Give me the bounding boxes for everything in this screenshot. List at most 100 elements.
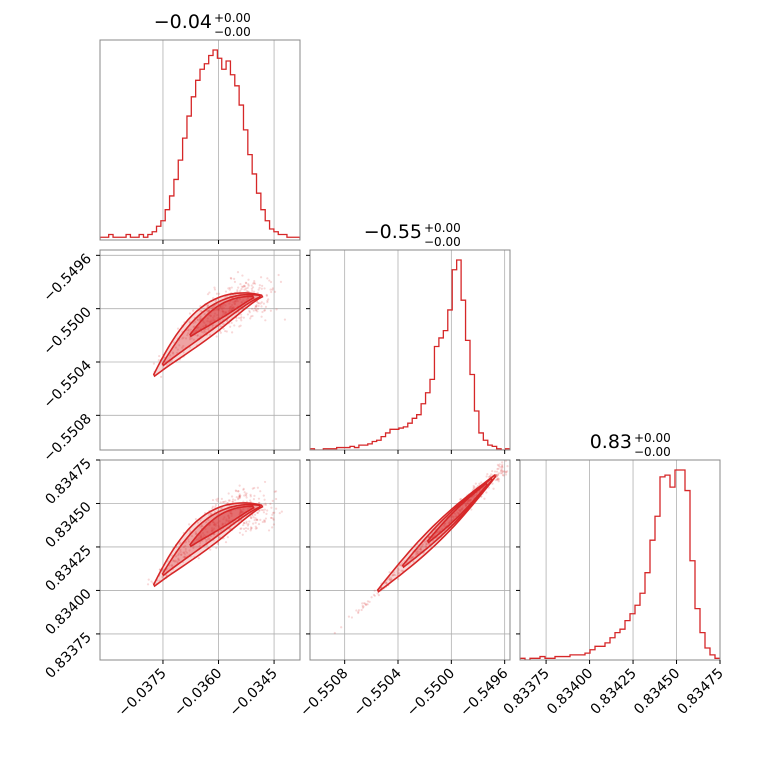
scatter-point xyxy=(270,506,273,509)
scatter-point xyxy=(202,329,206,332)
scatter-point xyxy=(260,301,263,304)
panel-background xyxy=(100,250,300,450)
scatter-point xyxy=(464,504,467,507)
scatter-point xyxy=(216,317,219,320)
scatter-point xyxy=(248,311,251,314)
scatter-point xyxy=(203,313,206,316)
scatter-point xyxy=(254,521,257,524)
scatter-point xyxy=(262,0,264,1)
scatter-point xyxy=(194,321,197,324)
x-tick-label: −0.5500 xyxy=(404,666,458,720)
scatter-point xyxy=(235,495,238,499)
scatter-point xyxy=(469,499,472,502)
scatter-point xyxy=(261,520,264,524)
scatter-point xyxy=(188,338,192,341)
histogram-0 xyxy=(100,49,300,240)
scatter-point xyxy=(240,0,242,1)
scatter-point xyxy=(244,493,247,496)
scatter-point xyxy=(235,300,238,303)
scatter-point xyxy=(412,556,415,559)
scatter-point xyxy=(190,534,194,538)
panel-frame xyxy=(519,459,721,661)
scatter-point xyxy=(211,507,214,510)
scatter-point xyxy=(234,489,237,492)
scatter-point xyxy=(253,307,256,310)
scatter-point xyxy=(257,501,261,505)
scatter-point xyxy=(468,499,471,502)
scatter-point xyxy=(231,304,234,307)
scatter-point xyxy=(436,530,439,534)
scatter-point xyxy=(272,0,274,1)
scatter-point xyxy=(177,553,180,557)
scatter-point xyxy=(206,317,209,320)
scatter-point xyxy=(240,300,243,304)
scatter-point xyxy=(237,495,241,498)
scatter-point xyxy=(244,527,248,530)
scatter-point xyxy=(240,313,243,316)
scatter-point xyxy=(186,334,189,337)
scatter-point xyxy=(196,521,200,524)
scatter-point xyxy=(496,463,499,467)
scatter-point xyxy=(270,516,273,520)
scatter-point xyxy=(235,317,238,320)
y-tick-label: 0.83375 xyxy=(43,629,95,681)
title-lower-error: −0.00 xyxy=(634,445,671,459)
scatter-point xyxy=(176,560,179,563)
scatter-point xyxy=(201,531,205,535)
scatter-point xyxy=(250,527,253,531)
scatter-point xyxy=(229,308,232,311)
scatter-point xyxy=(199,519,202,522)
scatter-point xyxy=(261,0,263,1)
scatter-point xyxy=(457,511,460,515)
scatter-point xyxy=(172,559,175,562)
scatter-point xyxy=(178,559,181,562)
scatter-point xyxy=(227,514,230,517)
scatter-point xyxy=(227,514,230,518)
scatter-point xyxy=(253,282,257,285)
scatter-point xyxy=(273,0,275,1)
scatter-point xyxy=(237,286,240,289)
scatter-point xyxy=(283,318,287,321)
scatter-point xyxy=(241,274,244,277)
scatter-point xyxy=(252,309,255,312)
scatter-point xyxy=(500,467,503,470)
scatter-point xyxy=(361,602,364,605)
scatter-point xyxy=(457,508,461,512)
scatter-point xyxy=(171,565,174,568)
scatter-point xyxy=(214,506,217,509)
scatter-point xyxy=(206,538,210,541)
title-lower-error: −0.00 xyxy=(424,235,461,249)
scatter-point xyxy=(225,311,228,314)
scatter-point xyxy=(249,526,253,529)
scatter-point xyxy=(501,461,504,464)
scatter-point xyxy=(253,513,257,516)
scatter-point xyxy=(245,522,248,525)
scatter-point xyxy=(184,550,187,553)
scatter-point xyxy=(400,569,403,572)
panel-1-0 xyxy=(100,250,300,450)
scatter-point xyxy=(250,284,253,287)
scatter-point xyxy=(281,0,283,1)
x-tick-label: −0.0375 xyxy=(116,666,170,720)
scatter-point xyxy=(472,484,475,488)
scatter-point xyxy=(200,534,203,537)
panel-title-0: −0.04 +0.00−0.00 xyxy=(154,11,251,39)
scatter-point xyxy=(419,546,423,549)
scatter-point xyxy=(220,497,223,500)
scatter-point xyxy=(241,285,245,289)
scatter-point xyxy=(224,290,228,293)
scatter-point xyxy=(179,550,182,553)
scatter-point xyxy=(238,496,242,499)
scatter-point xyxy=(165,363,169,366)
scatter-point xyxy=(182,545,185,549)
scatter-point xyxy=(170,564,173,567)
scatter-point xyxy=(216,500,219,503)
scatter-point xyxy=(246,507,250,511)
scatter-point xyxy=(198,318,202,321)
scatter-point xyxy=(228,516,231,519)
scatter-point xyxy=(206,293,210,296)
scatter-point xyxy=(277,273,280,277)
scatter-point xyxy=(207,304,210,307)
scatter-point xyxy=(267,0,269,1)
scatter-point xyxy=(242,299,245,302)
